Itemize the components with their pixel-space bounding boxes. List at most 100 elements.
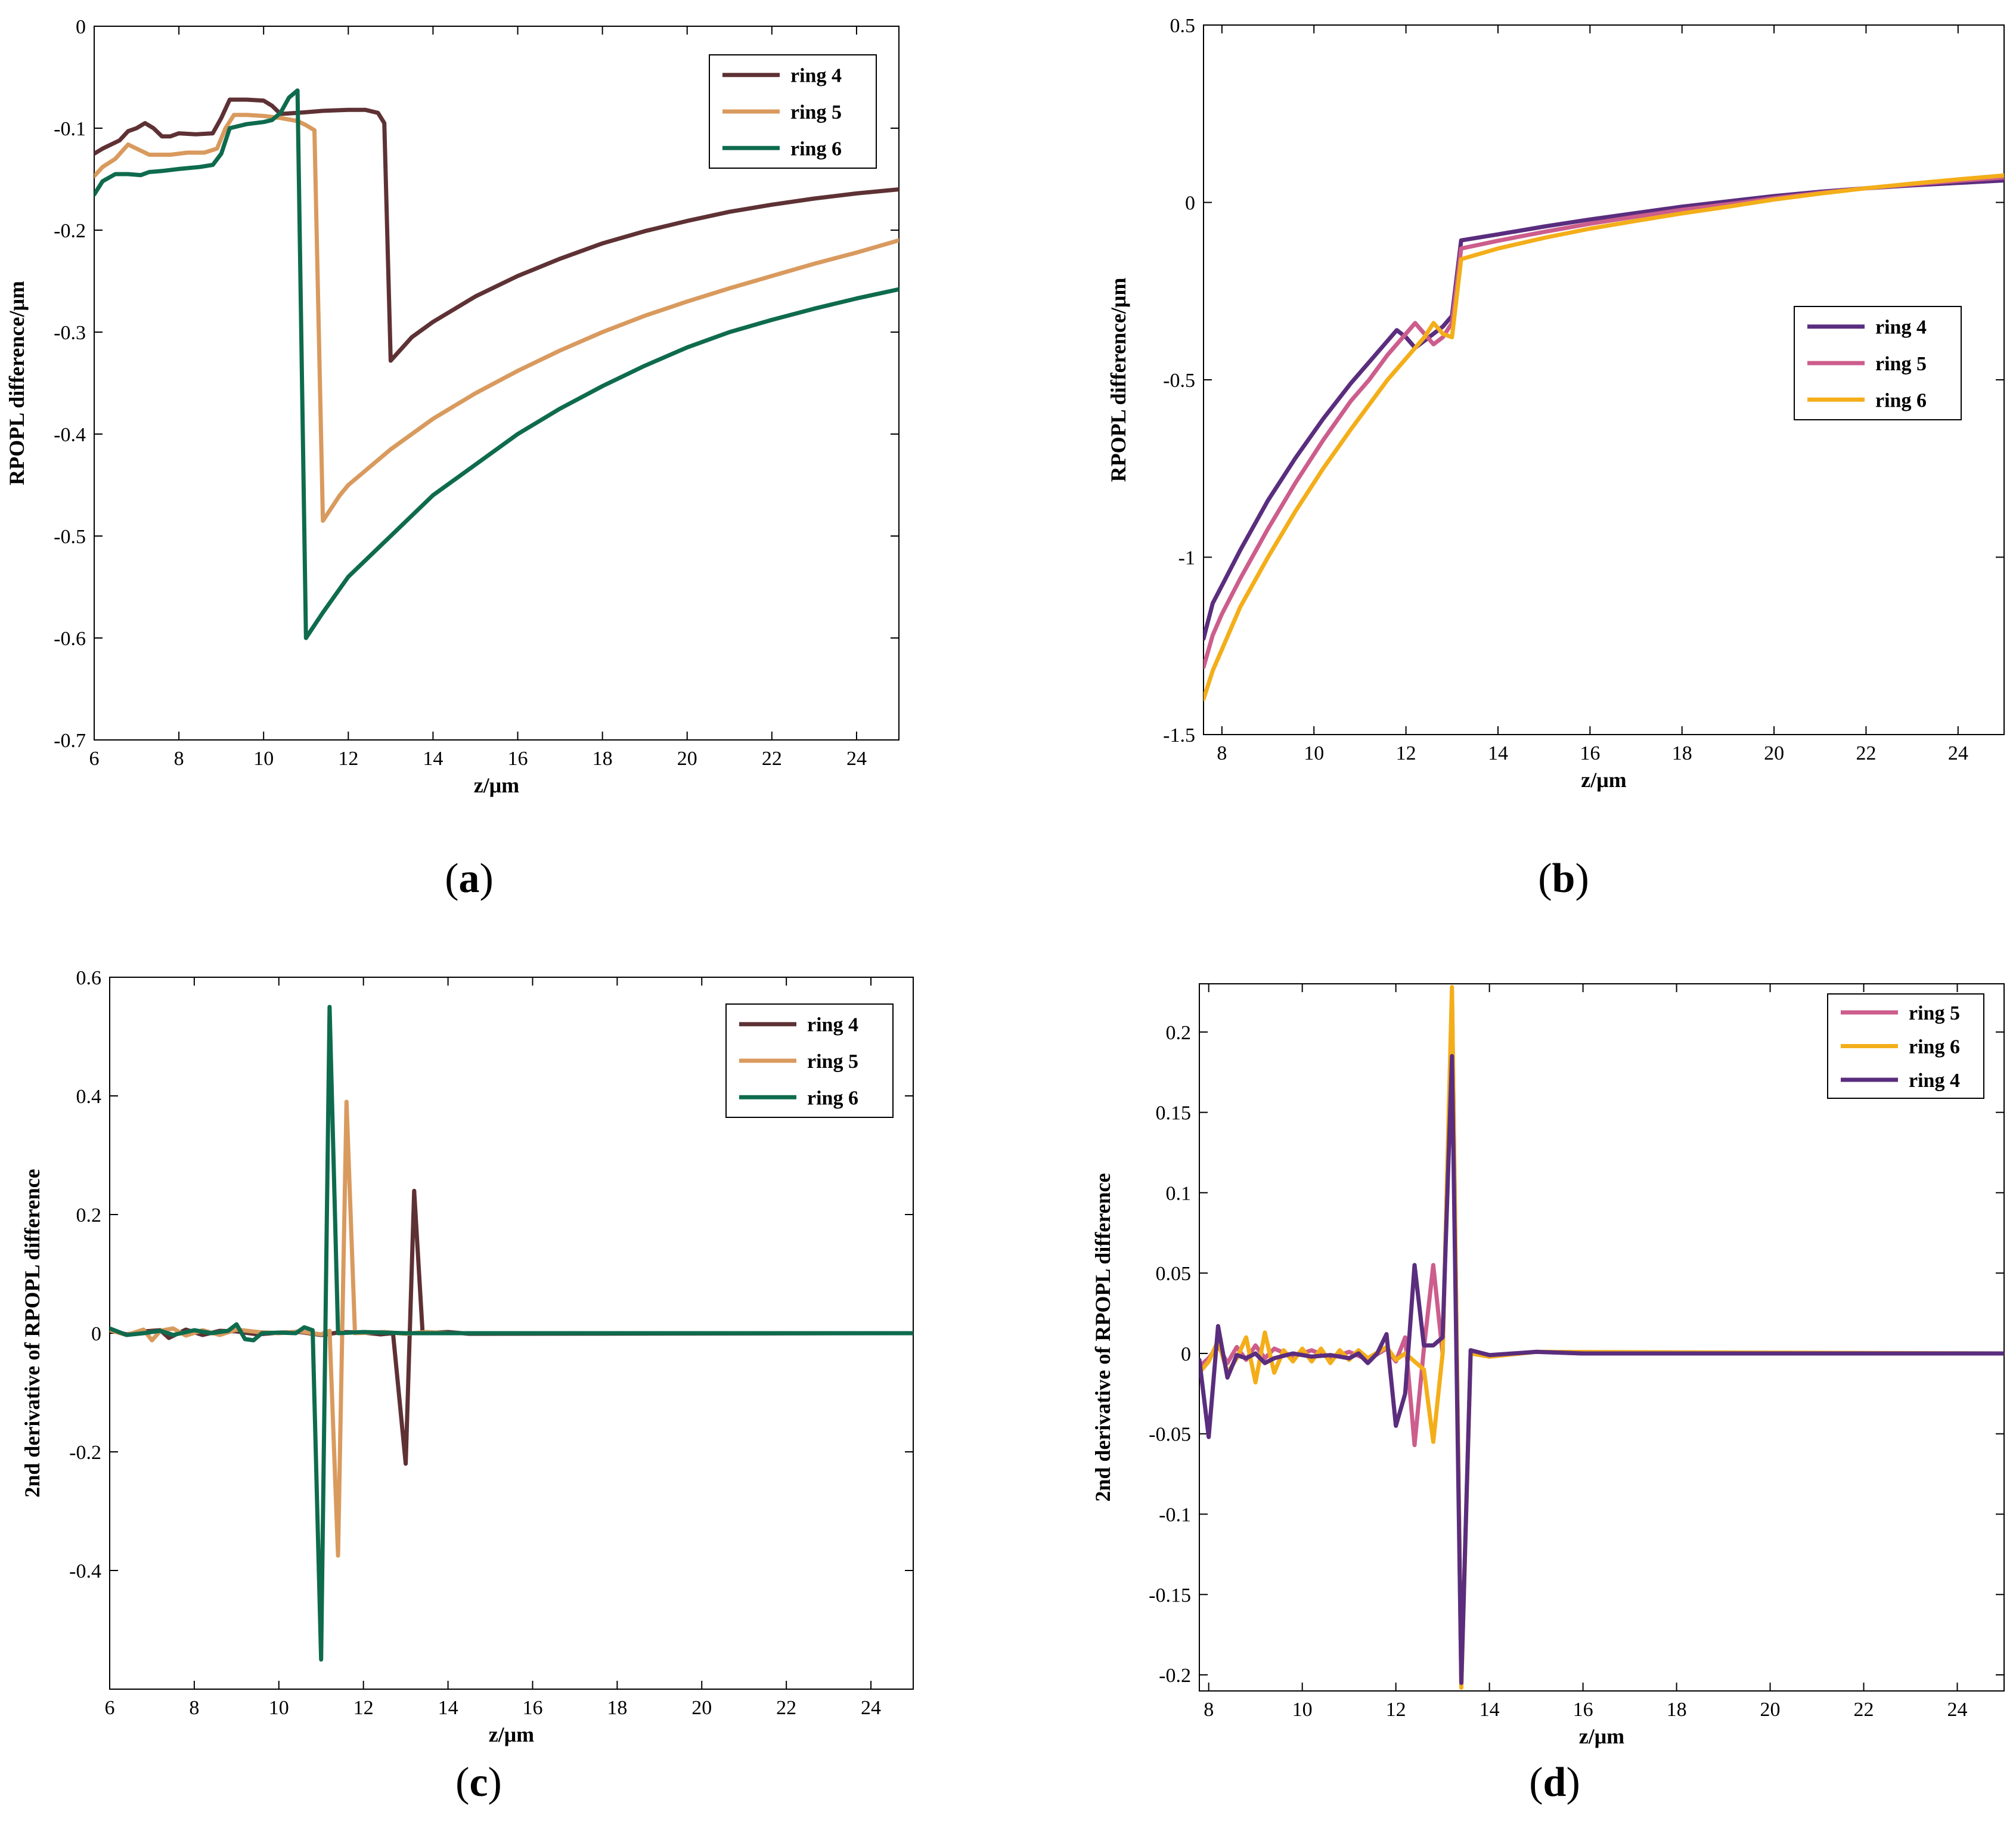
y-tick-label: -0.3: [54, 322, 86, 344]
y-tick-label: 0.6: [76, 967, 102, 989]
chart-a: 6 8 10 12 14 16 18 20 22 24 0 -0.1 -0.2 -0.3 -0.4 -0.5 -…: [5, 16, 900, 902]
x-tick-label: 16: [1573, 1699, 1593, 1721]
legend: ring 4 ring 5 ring 6: [709, 54, 877, 169]
x-tick-label: 14: [423, 748, 443, 770]
x-tick-label: 10: [269, 1697, 289, 1719]
axes-box: [1199, 983, 2005, 1692]
panel-label: (d): [1529, 1760, 1580, 1805]
x-tick-label: 18: [1672, 742, 1692, 764]
x-tick-label: 20: [677, 748, 697, 770]
panel-label: (b): [1538, 856, 1589, 902]
legend-label: ring 6: [1875, 389, 1927, 411]
y-tick-label: -1.5: [1163, 724, 1195, 746]
series-line-ring-5: [94, 113, 899, 523]
chart-d: 8 10 12 14 16 18 20 22 24 0.2 0.15 0.1 0.05 0 -0.05 -0.…: [1091, 983, 2005, 1805]
x-tick-label: 22: [1856, 742, 1876, 764]
y-tick-label: -0.5: [1163, 370, 1195, 392]
y-tick-label: 0.15: [1156, 1102, 1192, 1125]
y-tick-label: -1: [1178, 547, 1195, 569]
x-tick-label: 16: [522, 1697, 542, 1719]
x-tick-label: 24: [861, 1697, 881, 1719]
y-tick-label: 0.4: [76, 1086, 102, 1108]
y-tick-label: -0.6: [54, 628, 86, 650]
x-tick-label: 8: [1217, 742, 1227, 764]
x-tick-label: 12: [353, 1697, 374, 1719]
y-tick-label: -0.4: [69, 1560, 101, 1582]
x-tick-label: 14: [438, 1697, 458, 1719]
y-axis-label: 2nd derivative of RPOPL difference: [1091, 1173, 1115, 1501]
legend-label: ring 5: [790, 101, 842, 123]
series-group: [94, 88, 899, 640]
series-line-ring-6: [110, 1005, 913, 1662]
y-tick-label: 0: [76, 16, 86, 38]
x-axis-label: z/μm: [1579, 1724, 1624, 1748]
x-tick-label: 24: [1947, 1699, 1968, 1721]
legend-label: ring 4: [1875, 317, 1927, 339]
series-line-ring-6: [1199, 984, 2004, 1690]
y-tick-label: -0.15: [1149, 1584, 1191, 1606]
x-tick-label: 22: [776, 1697, 796, 1719]
x-tick-label: 18: [593, 748, 613, 770]
legend-label: ring 6: [790, 138, 842, 160]
x-tick-label: 14: [1488, 742, 1508, 764]
y-tick-label: 0: [1185, 193, 1195, 215]
x-tick-label: 12: [1396, 742, 1416, 764]
series-line-ring-6: [94, 88, 899, 640]
axes-box: [94, 26, 900, 741]
panel-label: (c): [455, 1760, 502, 1805]
legend-label: ring 4: [790, 65, 842, 87]
y-tick-label: 0: [1181, 1343, 1191, 1365]
legend-label: ring 5: [1909, 1002, 1960, 1024]
x-tick-label: 24: [1948, 742, 1968, 764]
x-tick-label: 10: [1292, 1699, 1313, 1721]
y-axis-label: RPOPL difference/μm: [1106, 278, 1130, 482]
y-tick-label: 0.2: [76, 1204, 102, 1226]
x-tick-label: 8: [189, 1697, 199, 1719]
x-tick-label: 20: [691, 1697, 712, 1719]
x-tick-label: 10: [253, 748, 274, 770]
x-tick-label: 10: [1304, 742, 1324, 764]
legend-label: ring 6: [807, 1087, 858, 1109]
legend-label: ring 5: [1875, 353, 1927, 375]
series-group: [1199, 984, 2004, 1690]
x-tick-label: 12: [338, 748, 358, 770]
x-tick-label: 8: [1204, 1699, 1214, 1721]
x-tick-label: 22: [1854, 1699, 1874, 1721]
legend: ring 4 ring 5 ring 6: [725, 1003, 894, 1118]
x-axis-label: z/μm: [1581, 768, 1626, 792]
x-tick-label: 20: [1760, 1699, 1781, 1721]
series-line-ring-4: [1199, 1054, 2004, 1685]
y-tick-label: 0.2: [1166, 1022, 1192, 1044]
legend-label: ring 4: [1909, 1070, 1960, 1092]
y-tick-label: -0.1: [54, 118, 86, 140]
y-tick-label: -0.1: [1159, 1504, 1191, 1526]
legend: ring 5 ring 6 ring 4: [1827, 993, 1984, 1099]
y-axis-label: 2nd derivative of RPOPL difference: [20, 1169, 44, 1497]
panel-label: (a): [445, 856, 494, 902]
y-tick-label: -0.05: [1149, 1424, 1191, 1446]
x-tick-label: 14: [1480, 1699, 1500, 1721]
legend-label: ring 4: [807, 1014, 858, 1036]
y-tick-label: -0.5: [54, 526, 86, 548]
x-tick-label: 8: [174, 748, 184, 770]
series-group: [110, 1005, 913, 1662]
legend-label: ring 6: [1909, 1036, 1960, 1058]
y-axis-label: RPOPL difference/μm: [5, 281, 29, 485]
x-tick-label: 20: [1764, 742, 1784, 764]
series-group: [1204, 173, 2004, 701]
series-line-ring-6: [1204, 173, 2004, 701]
series-line-ring-4: [94, 97, 899, 363]
x-axis-label: z/μm: [474, 773, 519, 797]
y-tick-label: -0.4: [54, 424, 86, 446]
y-tick-label: -0.2: [54, 220, 86, 242]
legend-label: ring 5: [807, 1051, 858, 1073]
x-tick-label: 22: [762, 748, 782, 770]
y-tick-label: 0.05: [1156, 1263, 1192, 1285]
y-tick-label: 0: [91, 1323, 101, 1345]
x-tick-label: 6: [105, 1697, 115, 1719]
chart-b: 8 10 12 14 16 18 20 22 24 0.5 0 -0.5 -1 -1.5 z/μm RPOPL…: [1106, 15, 2005, 902]
y-tick-label: -0.7: [54, 730, 86, 752]
x-tick-label: 18: [1667, 1699, 1687, 1721]
x-axis-label: z/μm: [489, 1723, 534, 1746]
x-tick-label: 6: [89, 748, 100, 770]
